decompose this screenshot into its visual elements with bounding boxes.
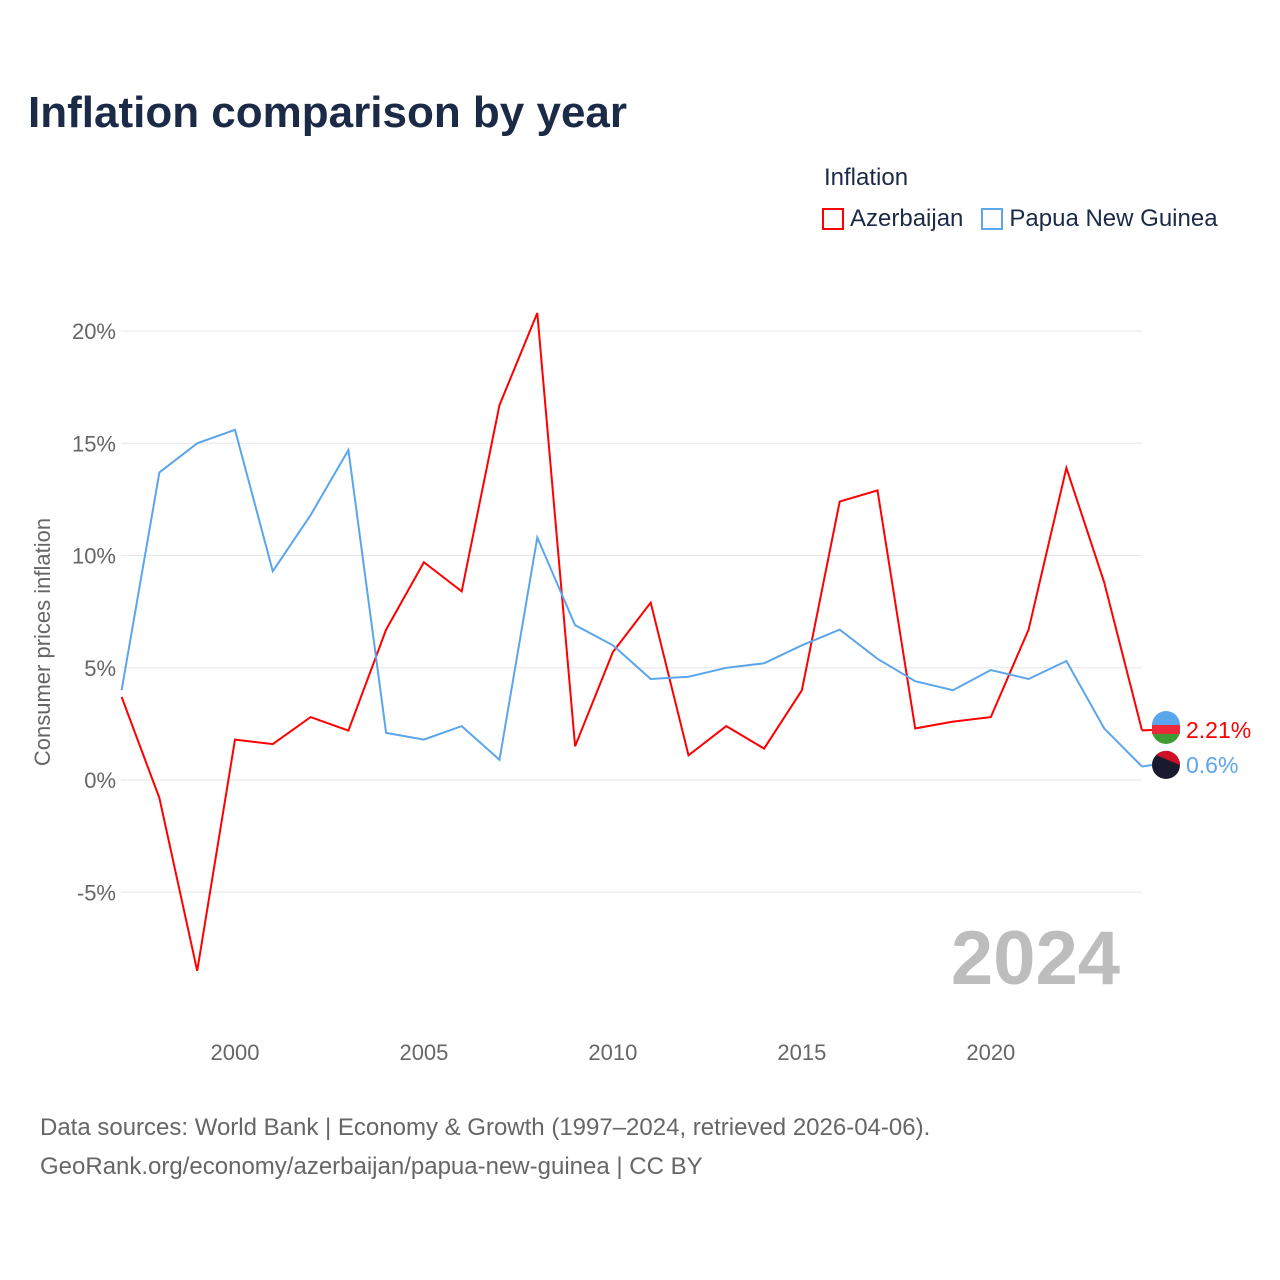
chart-title: Inflation comparison by year [28,88,628,137]
series-line-azerbaijan [120,312,1143,972]
x-tick-label: 2015 [777,1040,826,1065]
flag-stripe [1156,750,1181,765]
legend-swatch [822,208,844,230]
y-tick-label: 5% [84,656,116,681]
end-connector [1141,764,1153,768]
y-axis-label: Consumer prices inflation [30,518,55,766]
legend-title: Inflation [824,164,909,191]
flag-stripe [1152,711,1180,725]
legend-label: Papua New Guinea [1009,205,1218,232]
source-line-1: Data sources: World Bank | Economy & Gro… [40,1114,931,1141]
legend-item-azerbaijan[interactable]: Azerbaijan [822,205,963,233]
x-tick-label: 2005 [399,1040,448,1065]
series-line-papua-new-guinea [120,428,1143,768]
source-line-2[interactable]: GeoRank.org/economy/azerbaijan/papua-new… [40,1153,703,1180]
x-tick-label: 2020 [966,1040,1015,1065]
source-note: Data sources: World Bank | Economy & Gro… [40,1108,930,1186]
y-tick-label: 0% [84,768,116,793]
y-tick-label: 10% [72,544,116,569]
legend-label: Azerbaijan [850,205,964,232]
y-tick-label: -5% [77,880,116,905]
end-value-label: 0.6% [1186,752,1238,778]
flag-stripe [1152,725,1180,734]
y-tick-label: 20% [72,319,116,344]
y-tick-label: 15% [72,431,116,456]
legend-item-papua-new-guinea[interactable]: Papua New Guinea [981,205,1218,233]
year-label: 2024 [951,916,1120,1001]
legend: Azerbaijan Papua New Guinea [822,205,1218,233]
x-tick-label: 2000 [211,1040,260,1065]
x-tick-label: 2010 [588,1040,637,1065]
legend-swatch [981,208,1004,230]
end-value-label: 2.21% [1186,717,1251,743]
